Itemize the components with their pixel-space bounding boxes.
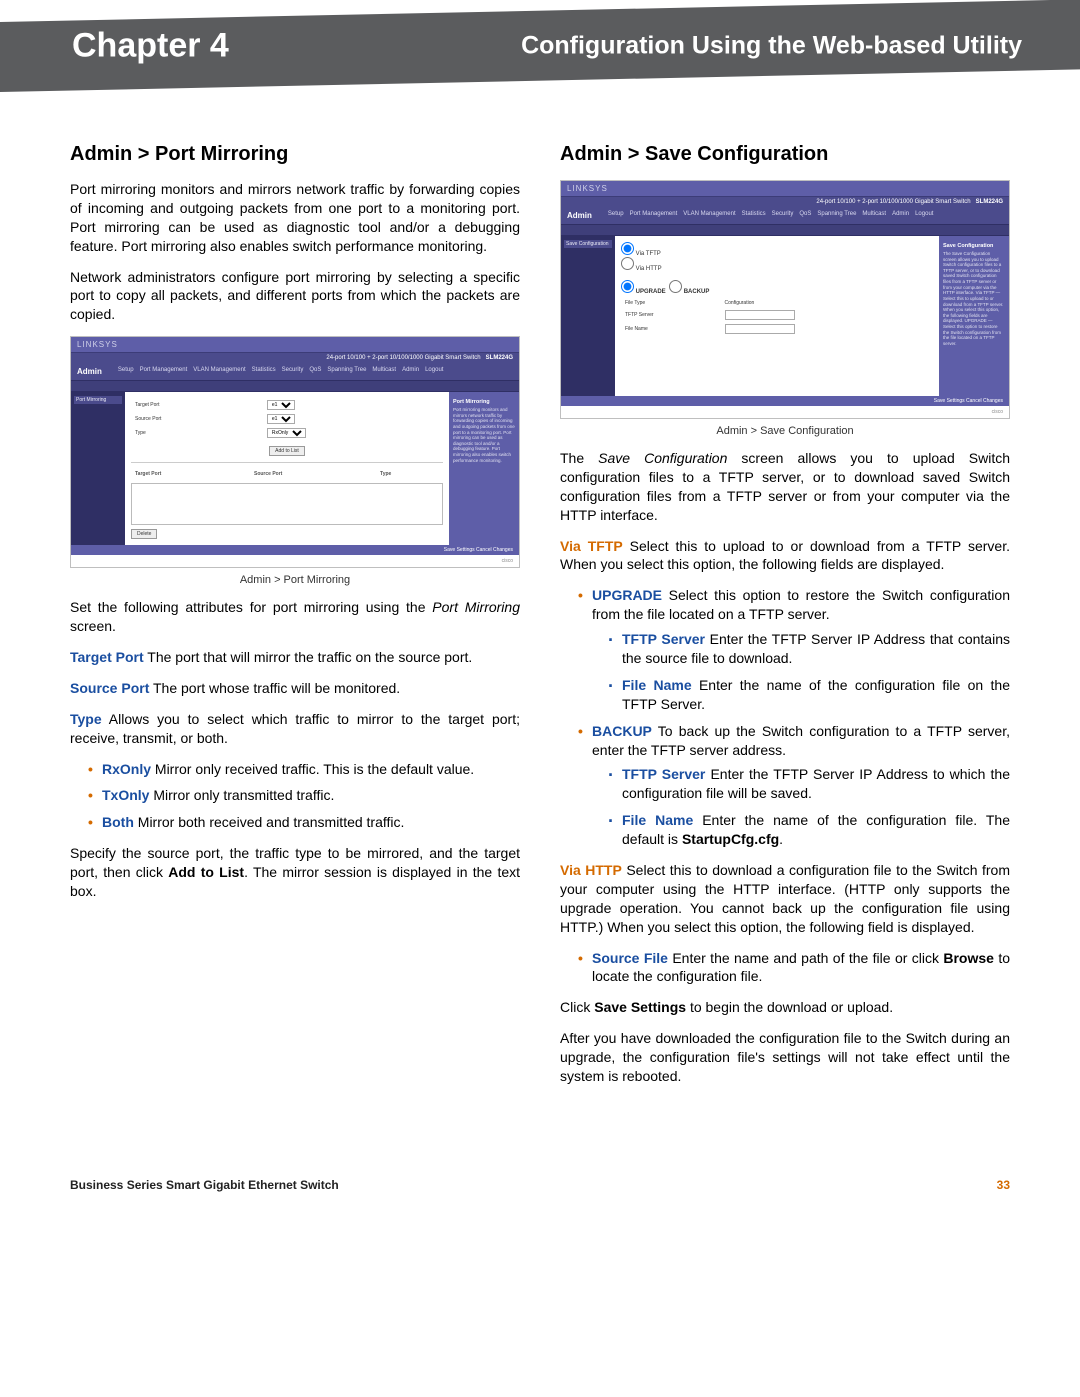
figcap-port-mirroring: Admin > Port Mirroring	[70, 574, 520, 586]
shot-target-select[interactable]: e1	[267, 400, 295, 410]
shot-delete-button[interactable]: Delete	[131, 529, 157, 539]
footer-page-number: 33	[997, 1178, 1010, 1192]
shot-admin-tab: Admin	[77, 367, 102, 376]
shot-footer-buttons: Save Settings Cancel Changes	[71, 545, 519, 555]
shot2-radio-backup[interactable]	[669, 280, 682, 293]
shot-type-select[interactable]: RxOnly	[267, 428, 306, 438]
shot-listbox	[131, 483, 443, 525]
http-options-list: Source File Enter the name and path of t…	[560, 949, 1010, 987]
def-via-tftp: Via TFTP Select this to upload to or dow…	[560, 537, 1010, 575]
sc-para-after: After you have downloaded the configurat…	[560, 1029, 1010, 1086]
opt-upgrade: UPGRADE Select this option to restore th…	[578, 586, 1010, 713]
pm-para-3: Set the following attributes for port mi…	[70, 598, 520, 636]
page-footer: Business Series Smart Gigabit Ethernet S…	[0, 1138, 1080, 1222]
shot-product: 24-port 10/100 + 2-port 10/100/1000 Giga…	[326, 355, 480, 361]
def-source-port: Source Port The port whose traffic will …	[70, 679, 520, 698]
shot2-side-item: Save Configuration	[564, 240, 612, 248]
footer-product-name: Business Series Smart Gigabit Ethernet S…	[70, 1178, 339, 1192]
shot-brand: LINKSYS	[71, 337, 519, 353]
banner-chapter: Chapter 4	[72, 26, 229, 65]
shot-model: SLM224G	[486, 355, 513, 361]
pm-para-1: Port mirroring monitors and mirrors netw…	[70, 180, 520, 256]
page-banner: Chapter 4 Configuration Using the Web-ba…	[0, 0, 1080, 115]
shot2-radio-upgrade[interactable]	[621, 280, 634, 293]
shot-subnav	[71, 381, 519, 392]
def-via-http: Via HTTP Select this to download a confi…	[560, 861, 1010, 937]
opt-upgrade-file-name: File Name Enter the name of the configur…	[608, 676, 1010, 714]
type-options-list: RxOnly Mirror only received traffic. Thi…	[70, 760, 520, 833]
def-target-port: Target Port The port that will mirror th…	[70, 648, 520, 667]
figure-save-config: LINKSYS 24-port 10/100 + 2-port 10/100/1…	[560, 180, 1010, 419]
left-column: Admin > Port Mirroring Port mirroring mo…	[70, 135, 520, 1098]
opt-backup-file-name: File Name Enter the name of the configur…	[608, 811, 1010, 849]
banner-title: Configuration Using the Web-based Utilit…	[521, 31, 1022, 60]
opt-source-file: Source File Enter the name and path of t…	[578, 949, 1010, 987]
tftp-options-list: UPGRADE Select this option to restore th…	[560, 586, 1010, 849]
right-column: Admin > Save Configuration LINKSYS 24-po…	[560, 135, 1010, 1098]
shot-side-item: Port Mirroring	[74, 396, 122, 404]
shot-source-select[interactable]: e1	[267, 414, 295, 424]
sc-para-click: Click Save Settings to begin the downloa…	[560, 998, 1010, 1017]
opt-rxonly: RxOnly Mirror only received traffic. Thi…	[88, 760, 520, 779]
shot2-tftp-input[interactable]	[725, 310, 795, 320]
pm-para-4: Specify the source port, the traffic typ…	[70, 844, 520, 901]
opt-backup-tftp-server: TFTP Server Enter the TFTP Server IP Add…	[608, 765, 1010, 803]
opt-both: Both Mirror both received and transmitte…	[88, 813, 520, 832]
shot2-filename-input[interactable]	[725, 324, 795, 334]
opt-backup: BACKUP To back up the Switch configurati…	[578, 722, 1010, 849]
sc-para-1: The Save Configuration screen allows you…	[560, 449, 1010, 525]
pm-para-2: Network administrators configure port mi…	[70, 268, 520, 325]
def-type: Type Allows you to select which traffic …	[70, 710, 520, 748]
shot-add-button[interactable]: Add to List	[269, 446, 305, 456]
heading-port-mirroring: Admin > Port Mirroring	[70, 143, 520, 166]
page: Chapter 4 Configuration Using the Web-ba…	[0, 0, 1080, 1222]
shot2-radio-http[interactable]	[621, 257, 634, 270]
opt-txonly: TxOnly Mirror only transmitted traffic.	[88, 786, 520, 805]
figcap-save-config: Admin > Save Configuration	[560, 425, 1010, 437]
heading-save-config: Admin > Save Configuration	[560, 143, 1010, 166]
figure-port-mirroring: LINKSYS 24-port 10/100 + 2-port 10/100/1…	[70, 336, 520, 568]
shot2-radio-tftp[interactable]	[621, 242, 634, 255]
opt-upgrade-tftp-server: TFTP Server Enter the TFTP Server IP Add…	[608, 630, 1010, 668]
shot2-brand: LINKSYS	[561, 181, 1009, 197]
